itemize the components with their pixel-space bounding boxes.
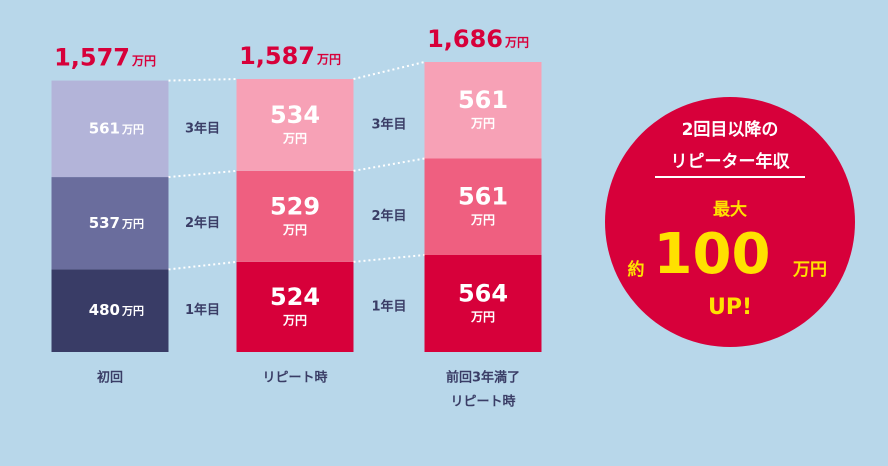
callout-line: リピーター年収 bbox=[671, 151, 791, 172]
value-label: 561 bbox=[89, 119, 120, 137]
series-label: 2年目 bbox=[185, 215, 220, 231]
category-label: リピート時 bbox=[450, 394, 515, 410]
connector bbox=[353, 157, 425, 172]
total-unit: 万円 bbox=[316, 53, 341, 67]
total-label: 1,686 bbox=[427, 25, 503, 53]
value-label: 564 bbox=[458, 279, 508, 307]
category-label: 初回 bbox=[97, 370, 123, 386]
value-label: 537 bbox=[89, 214, 120, 232]
value-unit: 万円 bbox=[282, 223, 307, 237]
value-label: 561 bbox=[458, 183, 508, 211]
bar-segment bbox=[236, 261, 354, 352]
bar-segment bbox=[51, 80, 169, 178]
value-unit: 万円 bbox=[121, 217, 144, 230]
callout-suffix: UP! bbox=[708, 295, 752, 320]
total-unit: 万円 bbox=[131, 54, 156, 68]
value-unit: 万円 bbox=[121, 305, 144, 318]
connector bbox=[353, 61, 425, 81]
bar-segment bbox=[424, 254, 542, 352]
callout-circle bbox=[605, 97, 855, 347]
value-label: 534 bbox=[270, 101, 320, 129]
series-label: 3年目 bbox=[371, 116, 406, 132]
callout-unit: 万円 bbox=[792, 260, 827, 280]
value-unit: 万円 bbox=[282, 131, 307, 145]
series-label: 1年目 bbox=[371, 298, 406, 314]
connector bbox=[168, 169, 237, 179]
connector bbox=[353, 253, 425, 263]
connector bbox=[168, 260, 237, 271]
series-label: 1年目 bbox=[185, 302, 220, 318]
category-label: リピート時 bbox=[262, 370, 327, 386]
value-unit: 万円 bbox=[121, 123, 144, 136]
value-unit: 万円 bbox=[470, 213, 495, 227]
bar-segment bbox=[424, 62, 542, 159]
value-unit: 万円 bbox=[470, 117, 495, 131]
bar-segment bbox=[236, 170, 354, 262]
callout-value: 100 bbox=[654, 222, 771, 287]
value-unit: 万円 bbox=[282, 313, 307, 327]
value-label: 480 bbox=[89, 301, 120, 319]
bar-segment bbox=[424, 158, 542, 255]
value-label: 561 bbox=[458, 86, 508, 114]
value-label: 524 bbox=[270, 283, 320, 311]
value-unit: 万円 bbox=[470, 310, 495, 324]
total-label: 1,587 bbox=[239, 42, 315, 70]
bar-segment bbox=[51, 269, 169, 352]
value-label: 529 bbox=[270, 192, 320, 220]
callout-max: 最大 bbox=[713, 199, 747, 220]
callout-prefix: 約 bbox=[628, 259, 645, 280]
total-label: 1,577 bbox=[54, 44, 130, 72]
total-unit: 万円 bbox=[504, 36, 529, 50]
series-label: 3年目 bbox=[185, 120, 220, 136]
bar-segment bbox=[51, 177, 169, 270]
series-label: 2年目 bbox=[371, 208, 406, 224]
category-label: 前回3年満了 bbox=[446, 370, 520, 386]
connector bbox=[168, 78, 237, 82]
bar-segment bbox=[236, 79, 354, 171]
callout-line: 2回目以降の bbox=[682, 119, 779, 140]
